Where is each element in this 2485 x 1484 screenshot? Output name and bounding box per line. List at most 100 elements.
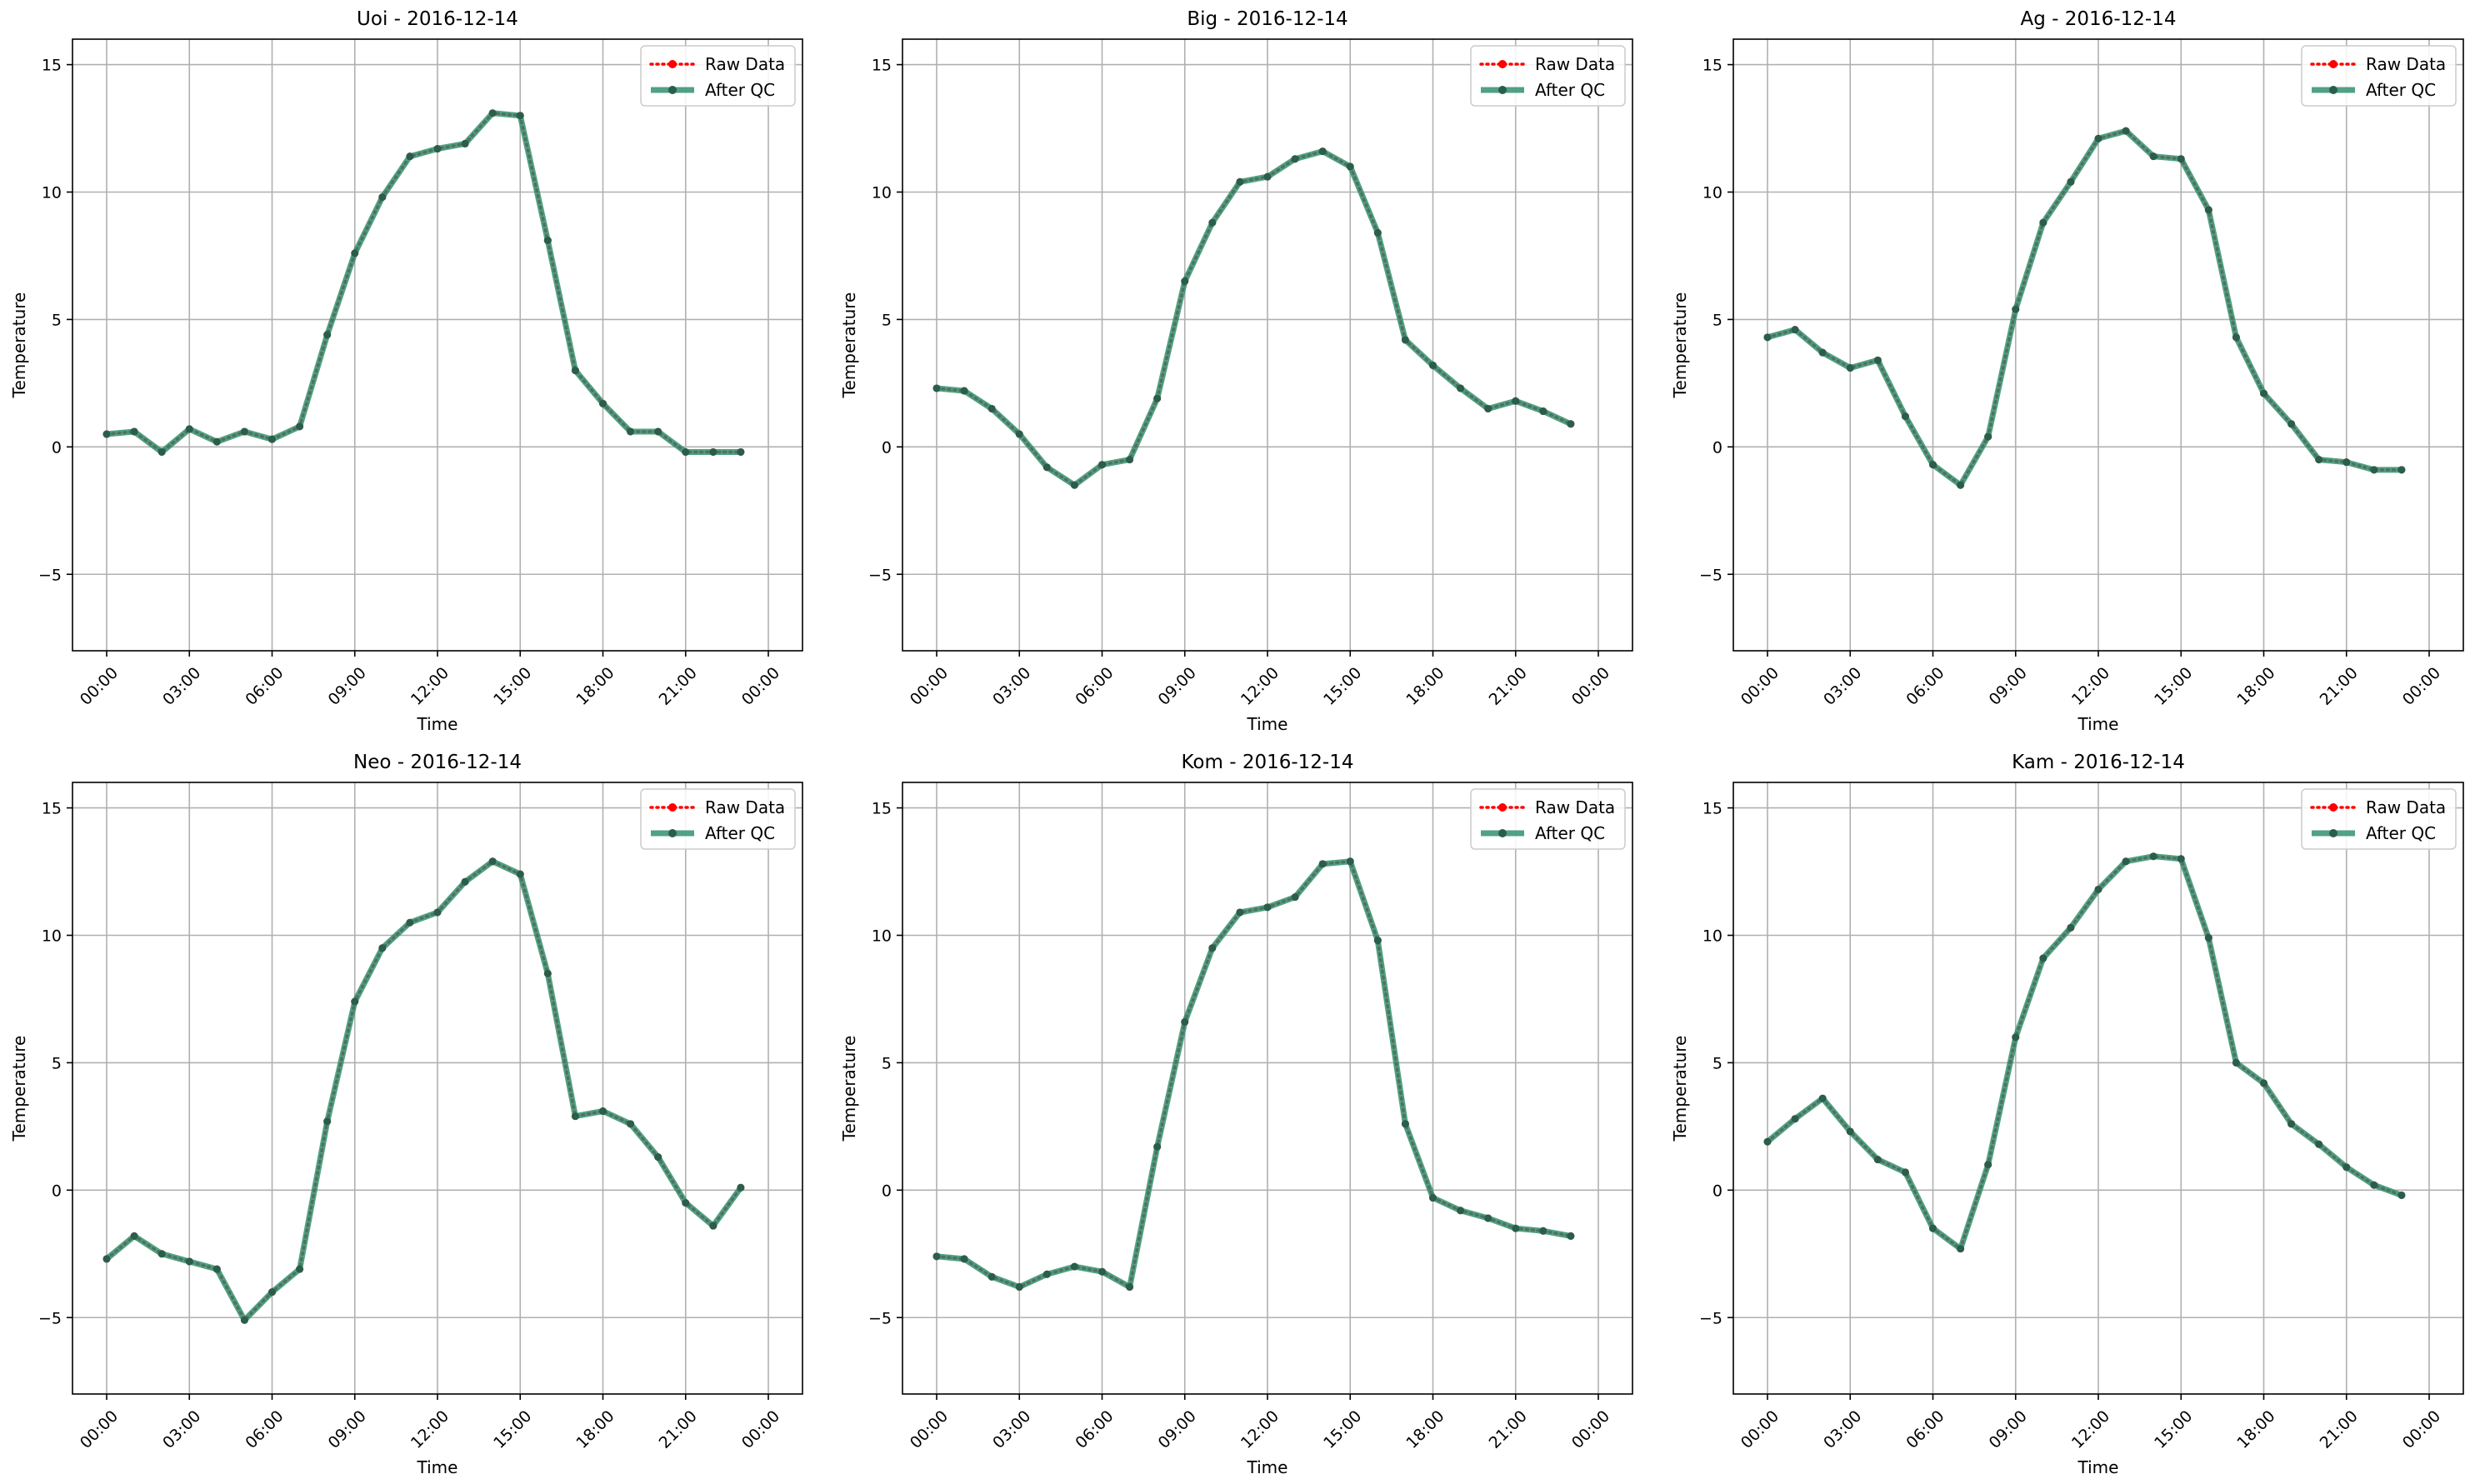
x-tick-label: 15:00: [2151, 1407, 2196, 1452]
data-point: [960, 1255, 968, 1263]
series-line: [1767, 127, 2402, 488]
legend-label: Raw Data: [2366, 54, 2446, 74]
data-point: [461, 139, 469, 147]
x-axis-label: Time: [1247, 1457, 1288, 1477]
subplot-4: 00:00 03:00 06:00 09:00 12:00 15:00 18:00 21:00…: [839, 752, 1633, 1477]
legend-label: After QC: [1535, 80, 1605, 100]
data-point: [1512, 397, 1520, 405]
legend-label: After QC: [2366, 823, 2436, 843]
data-point: [1457, 1207, 1465, 1215]
x-tick-label: 21:00: [1486, 664, 1531, 709]
y-tick-label: 15: [1702, 800, 1722, 818]
data-point: [130, 1232, 138, 1240]
x-tick-label: 06:00: [242, 1407, 287, 1452]
x-axis-label: Time: [417, 1457, 458, 1477]
data-point: [2370, 1181, 2378, 1189]
series-after-qc: [932, 857, 1575, 1292]
x-tick-label: 03:00: [989, 664, 1034, 709]
data-point: [682, 447, 690, 456]
subplot-title: Neo - 2016-12-14: [353, 752, 522, 773]
x-tick-label: 09:00: [325, 664, 370, 709]
grid: [72, 782, 802, 1394]
y-axis-label: Temperature: [839, 1036, 859, 1142]
data-point: [654, 1153, 662, 1162]
data-point: [2067, 923, 2075, 932]
series-after-qc: [1763, 127, 2406, 489]
data-point: [2177, 855, 2185, 863]
data-point: [2039, 954, 2048, 962]
y-tick-label: 15: [872, 800, 892, 818]
legend-item: Raw Data: [2310, 54, 2446, 74]
data-point: [1236, 908, 1244, 917]
data-point: [1901, 1168, 1909, 1177]
x-tick-label: 09:00: [1986, 1407, 2031, 1452]
legend-item: After QC: [1481, 80, 1605, 100]
series-raw-data: [932, 857, 1575, 1292]
x-tick-label: 21:00: [2317, 664, 2362, 709]
data-point: [1818, 348, 1827, 357]
series-line: [105, 111, 742, 454]
x-tick-label: 18:00: [2233, 1407, 2278, 1452]
series-line: [935, 149, 1572, 487]
y-axis-label: Temperature: [1670, 292, 1690, 399]
data-point: [737, 1183, 745, 1192]
data-point: [2342, 1163, 2351, 1172]
data-point: [2342, 458, 2351, 467]
x-tick-label: 18:00: [1402, 1407, 1448, 1452]
legend-item: After QC: [651, 823, 775, 843]
y-tick-label: −5: [38, 1309, 62, 1327]
data-point: [627, 427, 635, 436]
data-point: [1126, 456, 1134, 464]
x-tick-label: 03:00: [159, 1407, 204, 1452]
x-tick-label: 09:00: [325, 1407, 370, 1452]
data-point: [2094, 885, 2102, 893]
x-tick-label: 12:00: [1238, 1407, 1282, 1452]
y-tick-label: −5: [38, 566, 62, 584]
data-point: [1484, 1214, 1492, 1222]
data-point: [1429, 1194, 1437, 1202]
data-point: [1763, 333, 1772, 342]
legend-marker: [668, 86, 677, 94]
data-point: [1539, 407, 1548, 416]
x-tick-label: 21:00: [656, 664, 701, 709]
data-point: [1181, 277, 1189, 286]
data-point: [2370, 466, 2378, 474]
legend-label: Raw Data: [705, 797, 785, 817]
y-tick-label: 10: [872, 184, 892, 202]
legend: Raw Data After QC: [2301, 788, 2457, 850]
subplot-title: Big - 2016-12-14: [1187, 8, 1348, 30]
data-point: [2149, 152, 2158, 161]
data-point: [709, 1222, 718, 1230]
legend-marker: [1498, 803, 1507, 812]
data-point: [1401, 1120, 1409, 1128]
x-tick-label: 06:00: [1902, 1407, 1948, 1452]
x-tick-label: 06:00: [242, 664, 287, 709]
data-point: [571, 1112, 579, 1121]
series-line: [106, 110, 741, 455]
x-tick-label: 09:00: [1155, 664, 1200, 709]
x-tick-label: 00:00: [2399, 1407, 2444, 1452]
series-after-qc: [932, 147, 1575, 489]
x-tick-label: 06:00: [1902, 664, 1948, 709]
data-point: [406, 152, 414, 161]
data-point: [296, 422, 304, 431]
data-point: [1457, 384, 1465, 392]
y-tick-label: 0: [882, 438, 892, 457]
x-tick-label: 18:00: [572, 1407, 618, 1452]
x-tick-label: 03:00: [1820, 664, 1865, 709]
data-point: [351, 249, 359, 257]
y-tick-label: 0: [52, 1182, 62, 1200]
data-point: [2012, 1033, 2020, 1042]
y-tick-label: 10: [42, 184, 62, 202]
data-point: [1873, 1156, 1882, 1164]
legend-label: After QC: [705, 823, 775, 843]
x-tick-label: 12:00: [408, 664, 452, 709]
grid: [1733, 39, 2463, 651]
y-tick-label: 15: [872, 57, 892, 75]
data-point: [1181, 1017, 1189, 1026]
x-tick-label: 00:00: [77, 1407, 122, 1452]
grid: [902, 39, 1632, 651]
data-point: [240, 1316, 248, 1324]
data-point: [599, 1107, 607, 1116]
legend-marker: [668, 60, 677, 68]
